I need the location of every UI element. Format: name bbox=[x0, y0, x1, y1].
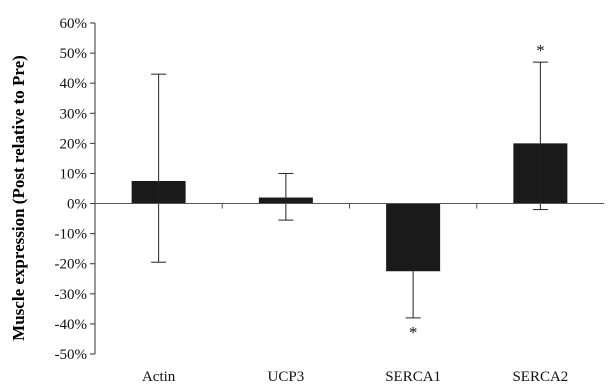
y-tick-label: 60% bbox=[60, 16, 88, 32]
y-tick-label: 30% bbox=[60, 106, 88, 122]
y-tick-label: -30% bbox=[55, 287, 88, 303]
category-label: UCP3 bbox=[268, 369, 305, 385]
y-tick-label: -50% bbox=[55, 347, 88, 363]
y-tick-label: 50% bbox=[60, 46, 88, 62]
y-tick-label: 40% bbox=[60, 76, 88, 92]
y-tick-label: 0% bbox=[67, 197, 87, 213]
y-axis-label: Muscle expression (Post relative to Pre) bbox=[9, 55, 28, 341]
y-axis-ticks: 60% 50% 40% 30% 20% 10% 0% -10% -20% -30% -40% -50% bbox=[55, 16, 95, 363]
y-tick-label: 10% bbox=[60, 166, 88, 182]
axes bbox=[94, 23, 604, 354]
bar bbox=[386, 203, 441, 272]
significance-star: * bbox=[536, 41, 545, 60]
significance-star: * bbox=[409, 323, 418, 342]
y-tick-label: -10% bbox=[55, 227, 88, 243]
category-labels: Actin UCP3 SERCA1 SERCA2 bbox=[142, 369, 568, 385]
category-label: SERCA2 bbox=[512, 369, 568, 385]
category-label: Actin bbox=[142, 369, 176, 385]
y-tick-label: -20% bbox=[55, 257, 88, 273]
significance-markers: ** bbox=[409, 41, 545, 342]
category-label: SERCA1 bbox=[385, 369, 441, 385]
error-bars bbox=[151, 61, 548, 319]
y-tick-label: -40% bbox=[55, 317, 88, 333]
y-tick-label: 20% bbox=[60, 136, 88, 152]
